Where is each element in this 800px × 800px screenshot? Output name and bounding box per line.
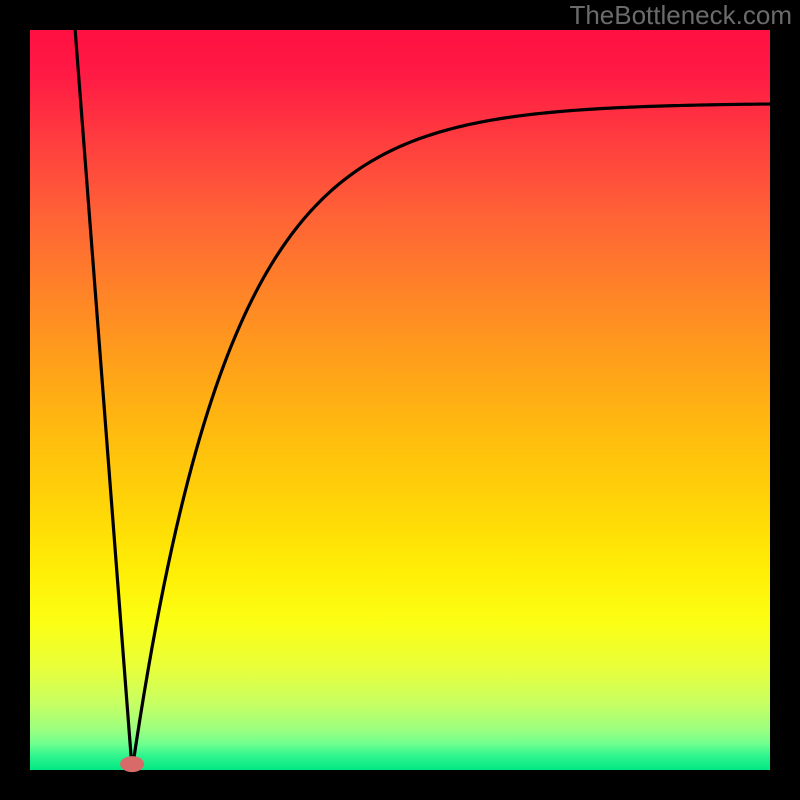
bottleneck-chart-svg: TheBottleneck.com	[0, 0, 800, 800]
plot-gradient-area	[30, 30, 770, 770]
chart-container: TheBottleneck.com	[0, 0, 800, 800]
watermark-label: TheBottleneck.com	[569, 0, 792, 30]
optimal-point-marker	[120, 756, 144, 772]
